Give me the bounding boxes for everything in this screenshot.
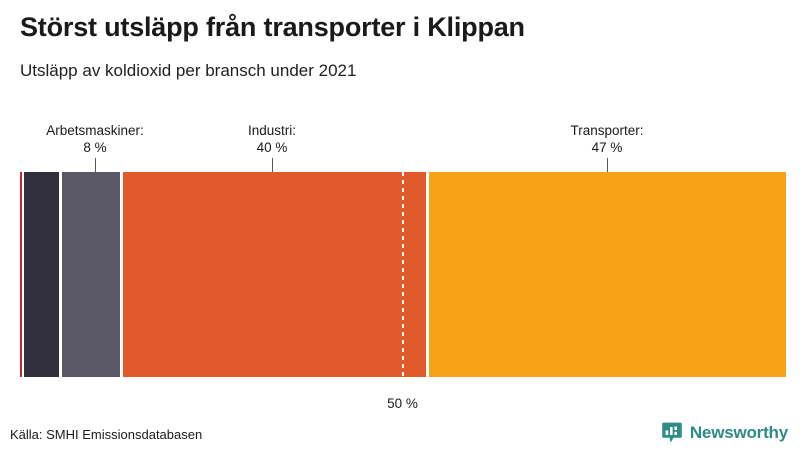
brand-name: Newsworthy <box>689 423 788 442</box>
annotation-value: 40 % <box>256 140 288 155</box>
bar-segment-industri <box>123 172 427 377</box>
bar-segment-egen-uppärmning <box>23 172 60 377</box>
reference-line-label: 50 % <box>387 396 418 411</box>
stacked-bar <box>20 172 786 377</box>
bar-chart-bubble-icon <box>661 422 683 444</box>
bar-segment-övrigt <box>20 172 22 377</box>
annotation-arbetsmaskiner: Arbetsmaskiner: 8 % <box>20 122 170 156</box>
annotation-value: 47 % <box>591 140 623 155</box>
leader-line-transporter <box>607 158 608 172</box>
bar-segment-transporter <box>429 172 786 377</box>
annotation-transporter: Transporter: 47 % <box>532 122 682 156</box>
page-subtitle: Utsläpp av koldioxid per bransch under 2… <box>20 61 357 80</box>
bar-segment-arbetsmaskiner <box>62 172 121 377</box>
leader-line-industri <box>272 158 273 172</box>
annotation-label: Transporter: <box>570 123 644 138</box>
source-note: Källa: SMHI Emissionsdatabasen <box>10 427 203 442</box>
page-title: Störst utsläpp från transporter i Klippa… <box>20 12 525 42</box>
annotation-label: Arbetsmaskiner: <box>46 123 144 138</box>
annotation-value: 8 % <box>83 140 107 155</box>
brand-logo: Newsworthy <box>661 422 788 444</box>
leader-line-arbetsmaskiner <box>95 158 96 172</box>
annotation-industri: Industri: 40 % <box>197 122 347 156</box>
reference-line-50 <box>401 172 404 377</box>
annotation-label: Industri: <box>247 123 297 138</box>
